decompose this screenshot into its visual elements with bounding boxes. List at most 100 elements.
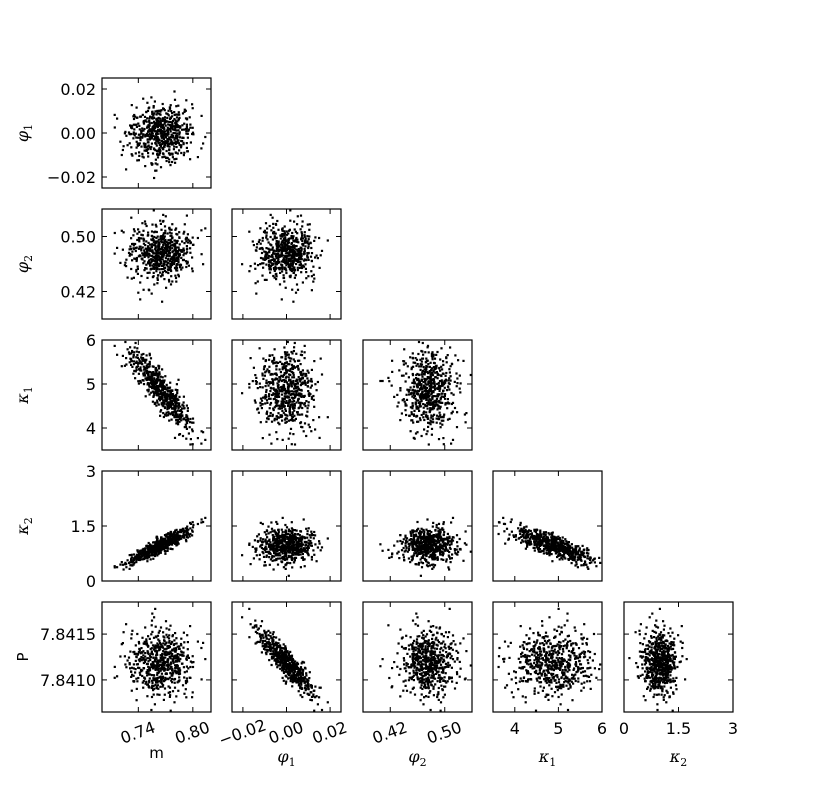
data-point (185, 214, 188, 217)
data-point (424, 403, 427, 406)
data-point (178, 133, 181, 136)
data-point (293, 250, 296, 253)
data-point (316, 257, 319, 260)
data-point (310, 544, 313, 547)
data-point (280, 387, 283, 391)
data-point (147, 249, 150, 252)
data-point (154, 387, 157, 391)
data-point (421, 357, 425, 360)
data-point (435, 533, 438, 536)
data-point (281, 552, 284, 555)
data-point (173, 540, 176, 543)
data-point (299, 380, 302, 383)
data-point (281, 390, 284, 393)
data-point (422, 380, 425, 384)
data-point (446, 407, 449, 410)
data-point (132, 123, 135, 126)
data-point (412, 361, 415, 364)
data-point (155, 124, 158, 127)
data-point (181, 434, 185, 438)
data-point (301, 234, 304, 237)
data-point (293, 402, 296, 406)
data-point (168, 536, 172, 539)
data-point (276, 384, 279, 388)
data-point (456, 411, 459, 414)
data-point (132, 132, 135, 136)
data-point (300, 271, 303, 274)
data-point (284, 239, 287, 242)
data-point (153, 550, 156, 554)
data-point (277, 554, 280, 557)
data-point (256, 243, 259, 246)
data-point (300, 247, 303, 250)
data-point (152, 106, 155, 109)
data-point (412, 396, 416, 399)
data-point (456, 382, 459, 385)
data-point (303, 357, 306, 360)
data-point (157, 121, 160, 124)
data-point (267, 532, 270, 535)
data-point (157, 137, 160, 140)
data-point (306, 381, 309, 384)
data-point (277, 528, 280, 531)
data-point (196, 522, 199, 526)
data-point (464, 421, 467, 424)
data-point (303, 344, 306, 347)
data-point (280, 252, 284, 255)
data-point (156, 156, 160, 159)
data-point (163, 260, 166, 263)
data-point (160, 264, 163, 267)
data-point (116, 353, 119, 356)
data-point (277, 540, 280, 543)
data-point (271, 378, 274, 381)
data-point (289, 219, 292, 222)
data-point (141, 363, 144, 366)
data-point (148, 135, 152, 138)
data-point (158, 147, 161, 150)
data-point (270, 229, 273, 232)
data-point (168, 543, 171, 547)
data-point (176, 392, 179, 395)
data-point (283, 346, 286, 349)
data-point (284, 352, 287, 356)
data-point (306, 369, 309, 372)
data-point (274, 549, 277, 552)
data-point (272, 393, 275, 396)
data-point (163, 128, 166, 131)
data-point (306, 548, 309, 551)
data-point (168, 247, 171, 250)
data-point (310, 270, 313, 273)
data-point (265, 278, 268, 281)
data-point (421, 341, 424, 345)
data-point (256, 535, 259, 538)
data-point (432, 353, 435, 356)
data-point (284, 249, 288, 253)
data-point (144, 165, 147, 168)
data-point (424, 392, 427, 395)
data-point (248, 382, 251, 386)
data-point (145, 544, 148, 547)
data-point (169, 530, 172, 534)
data-point (142, 239, 145, 242)
data-point (159, 538, 163, 541)
data-point (290, 537, 293, 540)
data-point (169, 116, 172, 119)
data-point (284, 243, 287, 246)
data-point (178, 236, 181, 239)
data-point (152, 114, 155, 117)
data-point (150, 230, 154, 233)
data-point (126, 144, 129, 147)
data-point (388, 380, 391, 383)
data-point (264, 397, 267, 400)
data-point (174, 121, 177, 125)
data-point (418, 380, 421, 383)
data-point (168, 266, 171, 269)
data-point (274, 405, 277, 408)
data-point (272, 536, 275, 539)
data-point (433, 413, 436, 416)
data-point (301, 548, 304, 551)
data-point (150, 145, 153, 148)
data-point (305, 400, 308, 403)
data-point (287, 402, 290, 405)
data-point (281, 533, 284, 536)
